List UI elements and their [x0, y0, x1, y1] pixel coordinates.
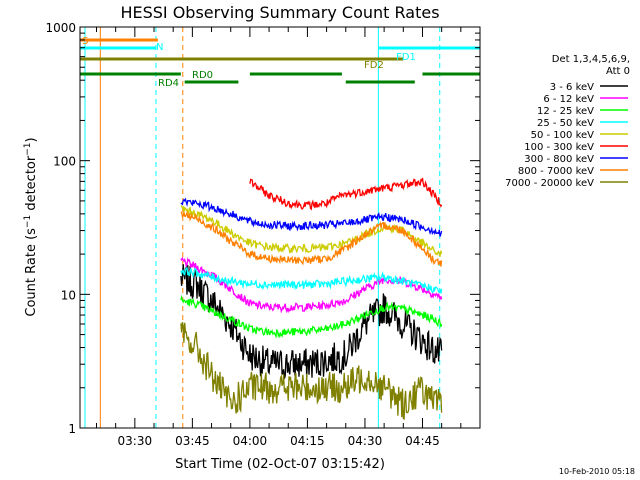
legend-entry-label: 25 - 50 keV [537, 118, 594, 129]
legend-entry-label: 100 - 300 keV [524, 142, 594, 153]
series-line [180, 321, 443, 421]
chart-title: HESSI Observing Summary Count Rates [120, 3, 439, 22]
series-line [180, 294, 443, 339]
y-tick-label: 100 [53, 155, 76, 169]
plot-data-layer: S N FD1 FD2 RD0 RD4 [80, 27, 480, 428]
plot-frame [79, 26, 481, 429]
series-line [249, 177, 443, 211]
flag-label: RD0 [192, 70, 213, 81]
flag-label: FD1 [396, 52, 416, 63]
flag-label: S [82, 36, 88, 47]
legend-title: Det 1,3,4,5,6,9, [552, 54, 630, 65]
series-line [180, 210, 443, 267]
legend-entry-label: 800 - 7000 keV [518, 166, 594, 177]
x-tick-label: 04:15 [290, 434, 325, 448]
legend-entry-label: 3 - 6 keV [550, 82, 594, 93]
x-tick-label: 04:30 [348, 434, 383, 448]
legend-title: Att 0 [606, 66, 630, 77]
flag-label: FD2 [364, 60, 384, 71]
legend-entry-label: 300 - 800 keV [524, 154, 594, 165]
series-line [180, 267, 443, 294]
series-line [180, 197, 443, 237]
x-tick-label: 03:30 [118, 434, 153, 448]
legend-entry-label: 7000 - 20000 keV [505, 178, 594, 189]
x-tick-label: 03:45 [175, 434, 210, 448]
flag-label: N [156, 42, 163, 53]
flag-label: RD4 [158, 78, 179, 89]
footer-timestamp: 10-Feb-2010 05:18 [559, 467, 635, 476]
x-tick-label: 04:45 [405, 434, 440, 448]
legend-entry-label: 12 - 25 keV [537, 106, 594, 117]
legend-entry-label: 50 - 100 keV [531, 130, 595, 141]
x-axis-label: Start Time (02-Oct-07 03:15:42) [175, 457, 385, 472]
plot-axes: 1 10 100 1000 03:30 03:45 04:00 04:15 04:30 04:45 [45, 21, 481, 448]
y-tick-label: 10 [61, 288, 76, 302]
y-tick-label: 1 [68, 422, 76, 436]
y-tick-label: 1000 [45, 21, 76, 35]
y-axis-label: Count Rate (s−1 detector−1) [23, 137, 39, 316]
x-tick-label: 04:00 [233, 434, 268, 448]
legend-entry-label: 6 - 12 keV [543, 94, 594, 105]
